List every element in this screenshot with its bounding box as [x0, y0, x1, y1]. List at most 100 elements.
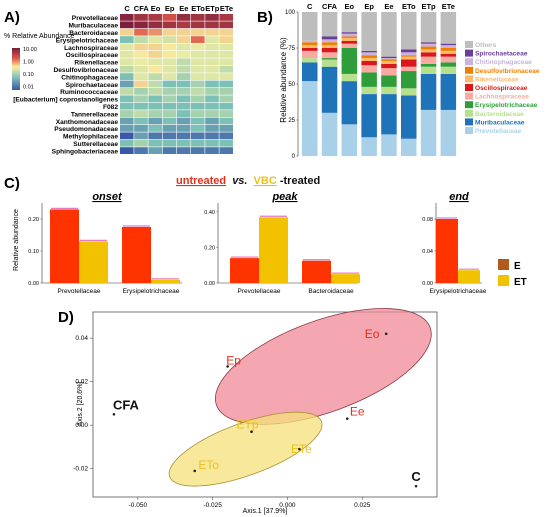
legend-swatch-prevotellaceae [465, 127, 473, 134]
bar-segment-rikenellaceae-ee [381, 60, 397, 64]
heatmap-cell [176, 132, 191, 140]
heatmap-cell [120, 125, 134, 132]
heatmap-cell [176, 139, 191, 147]
heatmap-cell [134, 73, 148, 80]
legend-swatch-et [498, 275, 509, 286]
heatmap-cell [219, 65, 233, 73]
heatmap-cell [205, 80, 219, 88]
heatmap-cell [191, 95, 205, 103]
heatmap-cell [162, 21, 177, 29]
heatmap-cell [162, 80, 177, 88]
bar-peak-prevotellaceae-et [259, 217, 288, 283]
bar-segment-desulfovibrionaceae-ee [381, 59, 397, 61]
bar-segment-muribaculaceae-ete [440, 73, 457, 110]
point-cfa [112, 412, 116, 416]
heatmap-cell [205, 132, 219, 140]
panel-label-b: B) [257, 9, 273, 26]
legend-swatch-spirochaetaceae [465, 49, 473, 57]
bar-segment-oscillospiraceae-ee [381, 63, 397, 69]
heatmap-cell [148, 102, 162, 110]
heatmap-cell [176, 28, 191, 36]
heatmap-row-eubacterium-coprostanoligenes: [Eubacterium] coprostanoligenes [13, 97, 118, 104]
bar-segment-prevotellaceae-ete [440, 109, 457, 156]
panel-c-ytick: 0.20 [28, 217, 39, 223]
panel-c-ytick: 0.04 [422, 249, 433, 255]
stacked-bar-panel: Relative abundance (%) 0 25 50 75 100 C CFA Eo… [279, 2, 540, 160]
bar-segment-spirochaetaceae-cfa [321, 36, 338, 40]
panel-d-ytick: 0.04 [75, 335, 88, 342]
panel-b-ylabel: Relative abundance (%) [279, 37, 288, 123]
legend-swatch-desulfovibrionaceae [465, 66, 473, 74]
heatmap-cell [191, 58, 205, 66]
bar-segment-prevotellaceae-c [302, 81, 318, 156]
legend-label-desulfovibrionaceae: Desulfovibrionaceae [475, 68, 540, 75]
heatmap-cell [134, 102, 148, 110]
heatmap-cell [120, 102, 134, 110]
legend-label-prevotellaceae: Prevotellaceae [475, 128, 522, 135]
heatmap-cell [148, 88, 162, 95]
heatmap-cell [205, 28, 219, 36]
panel-b-category-ep: Ep [364, 2, 374, 11]
bar-segment-oscillospiraceae-ep [361, 60, 377, 66]
legend-label-spirochaetaceae: Spirochaetaceae [475, 51, 528, 58]
heatmap-cell [148, 73, 162, 80]
heatmap-cell [205, 65, 219, 73]
heatmap-cell [219, 43, 233, 51]
heatmap-cell [148, 95, 162, 103]
heatmap-cell [191, 147, 205, 154]
legend-swatch-erysipelotrichaceae [465, 101, 473, 109]
bar-segment-lachnospiraceae-ee [381, 68, 397, 76]
heatmap-cell [219, 28, 233, 36]
heatmap-cell [120, 147, 134, 154]
heatmap-cell [162, 73, 177, 80]
heatmap-cell [176, 21, 191, 29]
heatmap-cell [219, 132, 233, 140]
panel-d-xtick: -0.050 [129, 502, 148, 509]
heatmap-cell [176, 58, 191, 66]
legend-swatch-lachnospiraceae [465, 92, 473, 100]
bar-segment-desulfovibrionaceae-etp [420, 46, 437, 50]
heatmap-cell [176, 117, 191, 125]
panel-b-category-eto: ETo [402, 2, 416, 11]
heatmap-cell [162, 14, 177, 21]
bar-segment-muribaculaceae-etp [420, 73, 437, 110]
heatmap-cell [219, 125, 233, 132]
heatmap-row-sutterellaceae: Sutterellaceae [73, 141, 118, 148]
panel-c-subtitle-end: end [449, 191, 469, 203]
heatmap-legend: % Relative Abundance 10.00 1.00 0.10 0.01 [4, 33, 75, 91]
heatmap-panel: C CFA Eo Ep Ee ETo ETp ETe PrevotellaceaeMuriba… [4, 4, 233, 155]
heatmap-cell [191, 73, 205, 80]
legend-label-e: E [514, 261, 521, 272]
ellipse-group-e [214, 308, 432, 425]
heatmap-cell [134, 28, 148, 36]
panel-c-category-erysipelotrichaceae: Erysipelotrichaceae [123, 288, 180, 295]
heatmap-cell [191, 102, 205, 110]
heatmap-cell [120, 110, 134, 117]
heatmap-cell [176, 73, 191, 80]
heatmap-cell [176, 43, 191, 51]
heatmap-cell [205, 58, 219, 66]
legend-label-others: Others [475, 42, 497, 49]
legend-label-rikenellaceae: Rikenellaceae [475, 76, 519, 83]
legend-label-muribaculaceae: Muribaculaceae [475, 119, 525, 126]
bar-segment-spirochaetaceae-eo [341, 32, 358, 34]
heatmap-cell [148, 36, 162, 43]
panel-b-category-eo: Eo [345, 2, 355, 11]
heatmap-cell [162, 58, 177, 66]
heatmap-cell [148, 14, 162, 21]
heatmap-cell [162, 110, 177, 117]
bar-onset-erysipelotrichaceae-e [122, 227, 151, 283]
panel-c-ytick: 0.00 [204, 281, 215, 287]
bar-segment-erysipelotrichaceae-eto [401, 71, 417, 89]
heatmap-cell [205, 102, 219, 110]
heatmap-cell [120, 139, 134, 147]
panel-d-xlabel: Axis.1 [37.9%] [243, 508, 288, 515]
heatmap-cell [191, 21, 205, 29]
heatmap-cell [191, 51, 205, 58]
bar-segment-desulfovibrionaceae-ep [361, 55, 377, 59]
panel-d-ylabel: Axis.2 [20.6%] [77, 382, 84, 427]
point-ete [298, 447, 301, 451]
heatmap-cell [176, 51, 191, 58]
heatmap-colorbar [12, 48, 20, 90]
bar-end-erysipelotrichaceae-et [458, 270, 480, 283]
